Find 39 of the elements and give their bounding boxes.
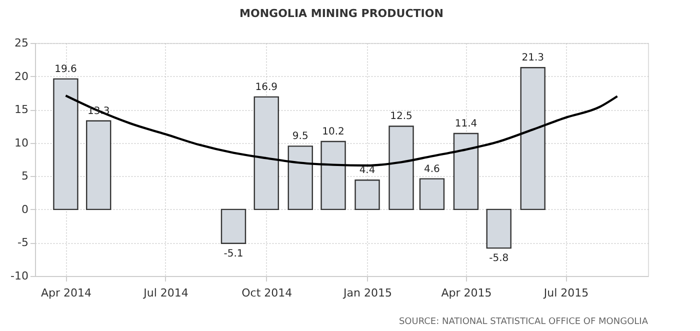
bar (86, 120, 112, 210)
data-label: 19.6 (54, 64, 77, 75)
x-tick-label: Apr 2014 (40, 286, 92, 300)
data-label: 11.4 (454, 118, 478, 130)
bar (520, 67, 546, 210)
bar (388, 126, 414, 210)
y-tick-label: -10 (10, 270, 28, 282)
bar (453, 132, 479, 210)
data-label: 4.6 (424, 164, 440, 175)
bar (220, 208, 246, 244)
data-label: -5.1 (224, 248, 244, 260)
bar (419, 178, 445, 210)
bar (320, 140, 346, 210)
source-note: SOURCE: NATIONAL STATISTICAL OFFICE OF MONGOLIA (398, 317, 649, 327)
data-label: -5.8 (489, 253, 509, 264)
bar (53, 78, 78, 210)
y-tick-label: 0 (22, 202, 28, 216)
y-tick-label: 15 (14, 103, 28, 116)
x-tick-label: Apr 2015 (441, 286, 492, 300)
x-tick-label: Oct 2014 (242, 286, 292, 300)
data-label: 16.9 (255, 82, 278, 93)
bar (486, 208, 512, 249)
bar (288, 146, 313, 210)
x-tick-label: Jul 2015 (542, 286, 589, 300)
bar (254, 96, 279, 210)
y-tick-label: -5 (18, 236, 28, 250)
y-tick-label: 20 (14, 70, 28, 83)
data-label: 10.2 (322, 126, 344, 138)
data-label: 21.3 (522, 52, 544, 64)
data-label: 9.5 (292, 131, 308, 142)
y-tick-label: 5 (22, 170, 28, 183)
x-tick-label: Jul 2014 (142, 286, 188, 300)
y-tick-label: 25 (14, 36, 28, 50)
data-label: 4.4 (359, 165, 376, 176)
y-tick-label: 10 (14, 136, 28, 150)
bar (354, 180, 380, 210)
data-label: 12.5 (390, 111, 412, 122)
chart-title: MONGOLIA MINING PRODUCTION (240, 7, 444, 20)
x-tick-label: Jan 2015 (342, 286, 392, 300)
